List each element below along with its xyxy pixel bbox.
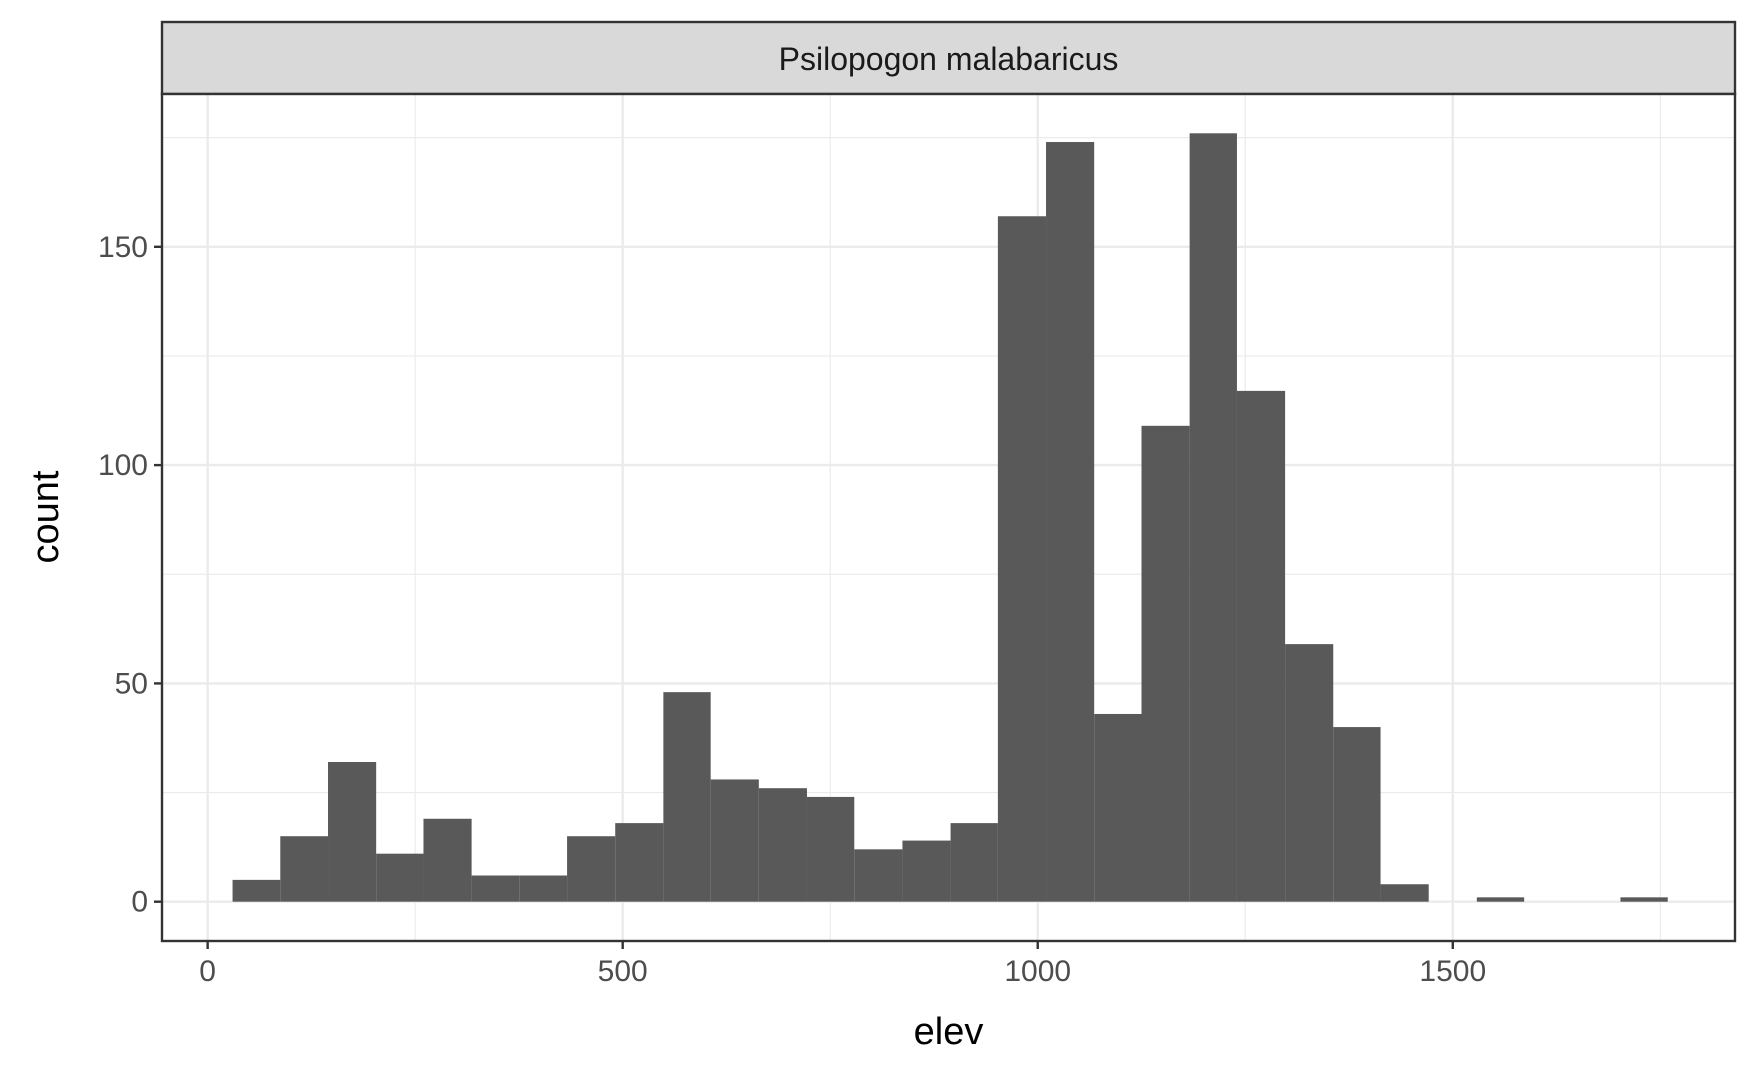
facet-label: Psilopogon malabaricus <box>779 41 1119 77</box>
histogram-bar <box>758 788 807 902</box>
histogram-bar <box>1620 897 1668 902</box>
histogram-bar <box>854 849 903 902</box>
y-tick-label: 0 <box>131 886 148 919</box>
y-tick-label: 100 <box>98 449 148 482</box>
x-tick-label: 500 <box>598 955 648 988</box>
x-tick-label: 1000 <box>1004 955 1071 988</box>
facet-strip <box>160 20 1737 96</box>
histogram-bar <box>519 875 568 902</box>
histogram-bar <box>376 853 424 902</box>
histogram-bar <box>1189 133 1237 902</box>
histogram-bar <box>328 761 377 902</box>
histogram-bar <box>997 216 1047 902</box>
histogram-bar <box>663 692 711 902</box>
x-axis-title: elev <box>914 1011 984 1053</box>
histogram-bars <box>232 133 1668 902</box>
histogram-bar <box>950 823 998 902</box>
panel-border <box>160 92 1737 943</box>
x-axis: 0 500 1000 1500 <box>199 941 1486 988</box>
histogram-bar <box>1380 884 1429 902</box>
histogram-bar <box>806 796 855 902</box>
histogram-bar <box>232 879 281 902</box>
histogram-bar <box>567 836 616 902</box>
histogram-bar <box>1046 142 1095 902</box>
histogram-bar <box>423 818 472 902</box>
histogram-bar <box>471 875 520 902</box>
plot-panel <box>162 94 1735 941</box>
histogram-bar <box>1476 897 1525 902</box>
histogram-bar <box>1236 390 1286 902</box>
y-tick-label: 150 <box>98 231 148 264</box>
histogram-bar <box>902 840 951 902</box>
x-tick-label: 0 <box>199 955 216 988</box>
y-axis-title: count <box>25 470 67 563</box>
histogram-bar <box>615 823 664 902</box>
histogram-bar <box>1094 713 1142 902</box>
histogram-bar <box>1333 727 1381 902</box>
histogram-bar <box>1141 425 1190 902</box>
histogram-bar <box>280 836 329 902</box>
y-axis: 0 50 100 150 <box>98 231 162 919</box>
y-tick-label: 50 <box>115 667 148 700</box>
x-tick-label: 1500 <box>1419 955 1486 988</box>
histogram-bar <box>1285 644 1334 902</box>
histogram-bar <box>710 779 759 902</box>
